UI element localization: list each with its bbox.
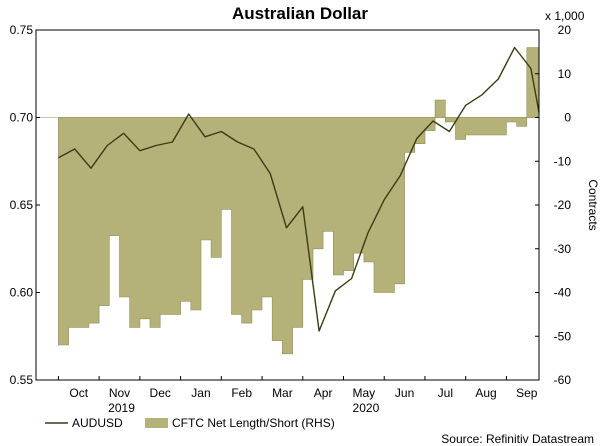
x-tick-label: Aug <box>475 386 496 400</box>
right-axis-multiplier: x 1,000 <box>545 9 585 23</box>
left-tick-label: 0.60 <box>10 286 34 300</box>
right-axis-label: Contracts <box>586 179 600 230</box>
right-tick-label: -20 <box>554 198 572 212</box>
x-axis: Oct Nov Dec Jan Feb Mar Apr May Jun Jul Aug Sep 2019… <box>57 376 538 415</box>
x-tick-label: May <box>353 386 376 400</box>
left-tick-label: 0.55 <box>10 373 34 387</box>
right-tick-label: -30 <box>554 242 572 256</box>
right-tick-label: -60 <box>554 373 572 387</box>
left-tick-label: 0.65 <box>10 198 34 212</box>
chart-title: Australian Dollar <box>232 4 368 23</box>
left-tick-label: 0.70 <box>10 111 34 125</box>
x-tick-label: Nov <box>109 386 130 400</box>
legend-label-cftc: CFTC Net Length/Short (RHS) <box>172 416 335 430</box>
x-tick-label: Oct <box>69 386 88 400</box>
right-tick-label: -40 <box>554 286 572 300</box>
right-tick-label: 20 <box>558 23 572 37</box>
legend-swatch-cftc <box>145 418 168 428</box>
x-tick-label: Jun <box>395 386 414 400</box>
legend: AUDUSD CFTC Net Length/Short (RHS) <box>45 416 335 430</box>
cftc-area-path <box>58 47 540 355</box>
x-year-label: 2019 <box>108 401 135 415</box>
right-axis: 20 10 0 -10 -20 -30 -40 -50 -60 <box>535 23 571 387</box>
right-tick-label: -10 <box>554 154 572 168</box>
x-tick-label: Feb <box>231 386 252 400</box>
right-tick-label: 0 <box>564 111 571 125</box>
x-tick-label: Mar <box>272 386 293 400</box>
left-axis: 0.75 0.70 0.65 0.60 0.55 <box>10 23 40 387</box>
audusd-line <box>58 46 540 332</box>
x-tick-label: Jul <box>438 386 453 400</box>
right-tick-label: -50 <box>554 329 572 343</box>
x-year-label: 2020 <box>353 401 380 415</box>
x-tick-label: Dec <box>150 386 171 400</box>
audusd-polyline <box>58 46 540 332</box>
right-tick-label: 10 <box>558 67 572 81</box>
left-tick-label: 0.75 <box>10 23 34 37</box>
x-tick-label: Apr <box>314 386 333 400</box>
x-tick-label: Jan <box>191 386 210 400</box>
source-note: Source: Refinitiv Datastream <box>441 432 594 446</box>
x-tick-label: Sep <box>516 386 538 400</box>
legend-label-audusd: AUDUSD <box>72 416 123 430</box>
cftc-net-position-area <box>36 47 540 355</box>
